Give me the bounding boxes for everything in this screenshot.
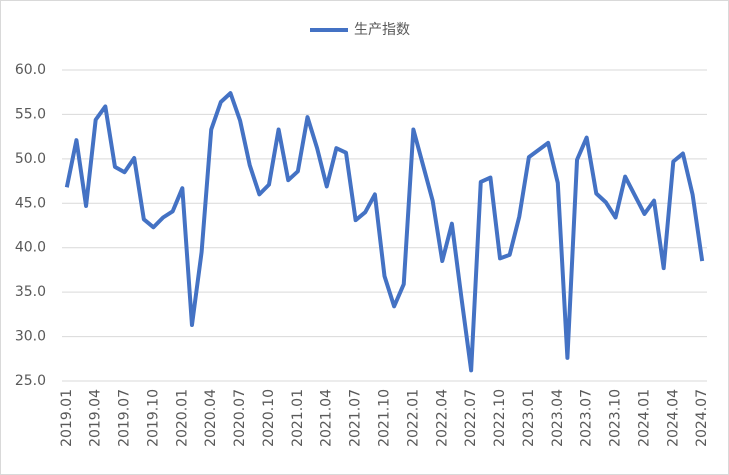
x-tick-label: 2019.07 bbox=[117, 389, 133, 447]
x-tick-label: 2024.04 bbox=[665, 389, 681, 447]
x-tick-label: 2021.10 bbox=[377, 389, 393, 447]
y-tick-label: 35.0 bbox=[15, 284, 46, 300]
x-tick-label: 2024.01 bbox=[636, 389, 652, 447]
y-tick-label: 55.0 bbox=[15, 106, 46, 122]
x-tick-label: 2020.07 bbox=[232, 389, 248, 447]
y-tick-label: 45.0 bbox=[15, 195, 46, 211]
y-tick-label: 50.0 bbox=[15, 151, 46, 167]
x-tick-label: 2022.01 bbox=[405, 389, 421, 447]
x-tick-label: 2022.07 bbox=[463, 389, 479, 447]
x-tick-label: 2023.01 bbox=[521, 389, 537, 447]
x-tick-label: 2020.01 bbox=[174, 389, 190, 447]
x-tick-label: 2023.07 bbox=[579, 389, 595, 447]
x-tick-label: 2021.07 bbox=[348, 389, 364, 447]
x-tick-label: 2019.01 bbox=[59, 389, 75, 447]
legend-label: 生产指数 bbox=[354, 22, 410, 38]
y-tick-label: 40.0 bbox=[15, 240, 46, 256]
x-tick-label: 2020.10 bbox=[261, 389, 277, 447]
x-tick-label: 2023.04 bbox=[550, 389, 566, 447]
x-tick-label: 2022.04 bbox=[434, 389, 450, 447]
data-line bbox=[64, 91, 705, 373]
x-tick-label: 2023.10 bbox=[608, 389, 624, 447]
x-tick-label: 2019.10 bbox=[145, 389, 161, 447]
x-tick-label: 2021.04 bbox=[319, 389, 335, 447]
x-tick-label: 2020.04 bbox=[203, 389, 219, 447]
x-tick-label: 2022.10 bbox=[492, 389, 508, 447]
x-tick-label: 2024.07 bbox=[694, 389, 710, 447]
x-tick-label: 2021.01 bbox=[290, 389, 306, 447]
x-tick-label: 2019.04 bbox=[88, 389, 104, 447]
y-tick-label: 25.0 bbox=[15, 373, 46, 389]
y-tick-label: 60.0 bbox=[15, 62, 46, 78]
y-tick-label: 30.0 bbox=[15, 329, 46, 345]
